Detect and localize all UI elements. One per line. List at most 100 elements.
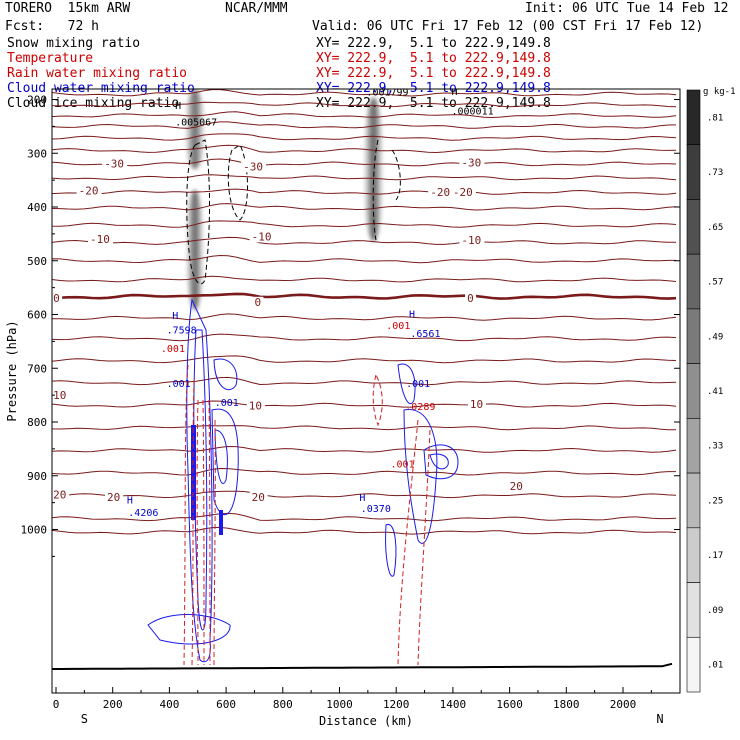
x-tick-label: 0 (53, 698, 60, 711)
snow-shade (184, 89, 205, 170)
rain-water-contour (196, 399, 205, 666)
colorbar-tick-label: .73 (707, 168, 723, 178)
isotherm (52, 101, 677, 108)
center-label: NCAR/MMM (225, 1, 288, 16)
temperature-label: 20 (510, 480, 523, 493)
colorbar-segment (686, 199, 701, 255)
max-marker: H (359, 493, 365, 504)
colorbar-tick-label: .41 (707, 387, 723, 397)
temperature-label: 0 (467, 292, 474, 305)
colorbar-segment (686, 363, 701, 419)
x-tick-label: 1600 (496, 698, 523, 711)
colorbar-segment (686, 472, 701, 529)
max-value-label: .4206 (128, 508, 158, 519)
max-value-label: .7598 (167, 325, 197, 336)
isotherm (52, 490, 677, 499)
cloud-ice-contour (372, 139, 401, 241)
cloud-water-core (219, 510, 223, 535)
temperature-label: -30 (461, 157, 481, 170)
temperature-label: 0 (254, 296, 261, 309)
cloud-water-contour (385, 524, 397, 577)
isotherm (52, 60, 676, 67)
cloud-water-contour (213, 358, 238, 391)
temperature-label: -20 (79, 185, 99, 198)
max-marker: H (409, 310, 415, 321)
max-value-label: .001 (386, 321, 410, 332)
temperature-label: 20 (53, 488, 66, 501)
isotherm (52, 144, 677, 154)
init-time: Init: 06 UTC Tue 14 Feb 12 (525, 1, 729, 16)
colorbar-segment (686, 418, 701, 474)
rain-water-contour (208, 399, 216, 666)
isotherm (52, 445, 677, 453)
isotherm (52, 313, 677, 321)
isotherm (52, 254, 676, 264)
colorbar-tick-label: .33 (707, 442, 723, 452)
isotherm (52, 400, 677, 408)
north-label: N (656, 712, 663, 726)
x-tick-label: 1000 (326, 698, 353, 711)
x-tick-label: 1400 (440, 698, 467, 711)
cloud-water-contour (403, 409, 438, 544)
isotherm (52, 121, 677, 129)
colorbar-tick-label: .49 (707, 332, 723, 342)
temperature-label: -70 (354, 70, 374, 83)
temperature-label: 20 (107, 491, 120, 504)
cloud-water-contour (211, 408, 239, 516)
y-tick-label: 500 (27, 255, 47, 268)
field-name: Snow mixing ratio (7, 36, 141, 51)
cloud-water-contour (214, 429, 228, 484)
colorbar-tick-label: .81 (707, 113, 723, 123)
rain-water-contour (397, 419, 431, 666)
colorbar-tick-label: .25 (707, 496, 723, 506)
model-title: TORERO 15km ARW (5, 1, 131, 16)
x-tick-label: 400 (159, 698, 179, 711)
field-xy: XY= 222.9, 5.1 to 222.9,149.8 (316, 66, 551, 81)
temperature-label: 10 (53, 389, 66, 402)
max-value-label: .000011 (451, 107, 493, 118)
colorbar-unit: g kg-1 (703, 87, 736, 97)
x-tick-label: 1800 (553, 698, 580, 711)
colorbar-tick-label: .09 (707, 606, 723, 616)
max-value-label: .0370 (361, 504, 391, 515)
isotherm (52, 188, 677, 195)
temperature-label: 20 (252, 491, 265, 504)
isotherm (52, 333, 677, 342)
temperature-label: -20 (453, 186, 473, 199)
max-value-label: .001 (406, 379, 430, 390)
isotherm (52, 275, 677, 283)
y-axis-title: Pressure (hPa) (5, 320, 19, 421)
isotherm (52, 158, 677, 167)
max-value-label: .0289 (405, 402, 435, 413)
x-tick-label: 800 (273, 698, 293, 711)
cloud-water-contour (186, 298, 213, 663)
cloud-ice-contour (227, 144, 248, 221)
max-value-label: .6561 (410, 329, 440, 340)
terrain-line (52, 662, 673, 670)
colorbar-segment (686, 308, 701, 364)
isotherm (52, 467, 676, 476)
isotherm (52, 355, 677, 364)
y-tick-label: 400 (27, 201, 47, 214)
max-value-label: .001 (161, 344, 185, 355)
rain-water-contour (372, 374, 383, 427)
x-tick-label: 2000 (610, 698, 637, 711)
isotherm (52, 79, 676, 86)
snow-shade (185, 190, 204, 310)
snow-shade (363, 97, 384, 242)
isotherm (52, 512, 677, 522)
max-marker: H (175, 101, 181, 112)
temperature-label: -10 (90, 233, 110, 246)
max-marker: H (451, 87, 457, 98)
rain-water-contour (183, 364, 195, 666)
isotherm (52, 425, 676, 431)
isotherm (52, 111, 677, 119)
isotherm (52, 133, 677, 141)
colorbar-segment (686, 582, 701, 638)
y-tick-label: 600 (27, 309, 47, 322)
max-marker: H (172, 311, 178, 322)
max-value-label: .001 (215, 398, 239, 409)
field-xy: XY= 222.9, 5.1 to 222.9,149.8 (316, 96, 551, 111)
cloud-ice-contour (186, 139, 210, 285)
